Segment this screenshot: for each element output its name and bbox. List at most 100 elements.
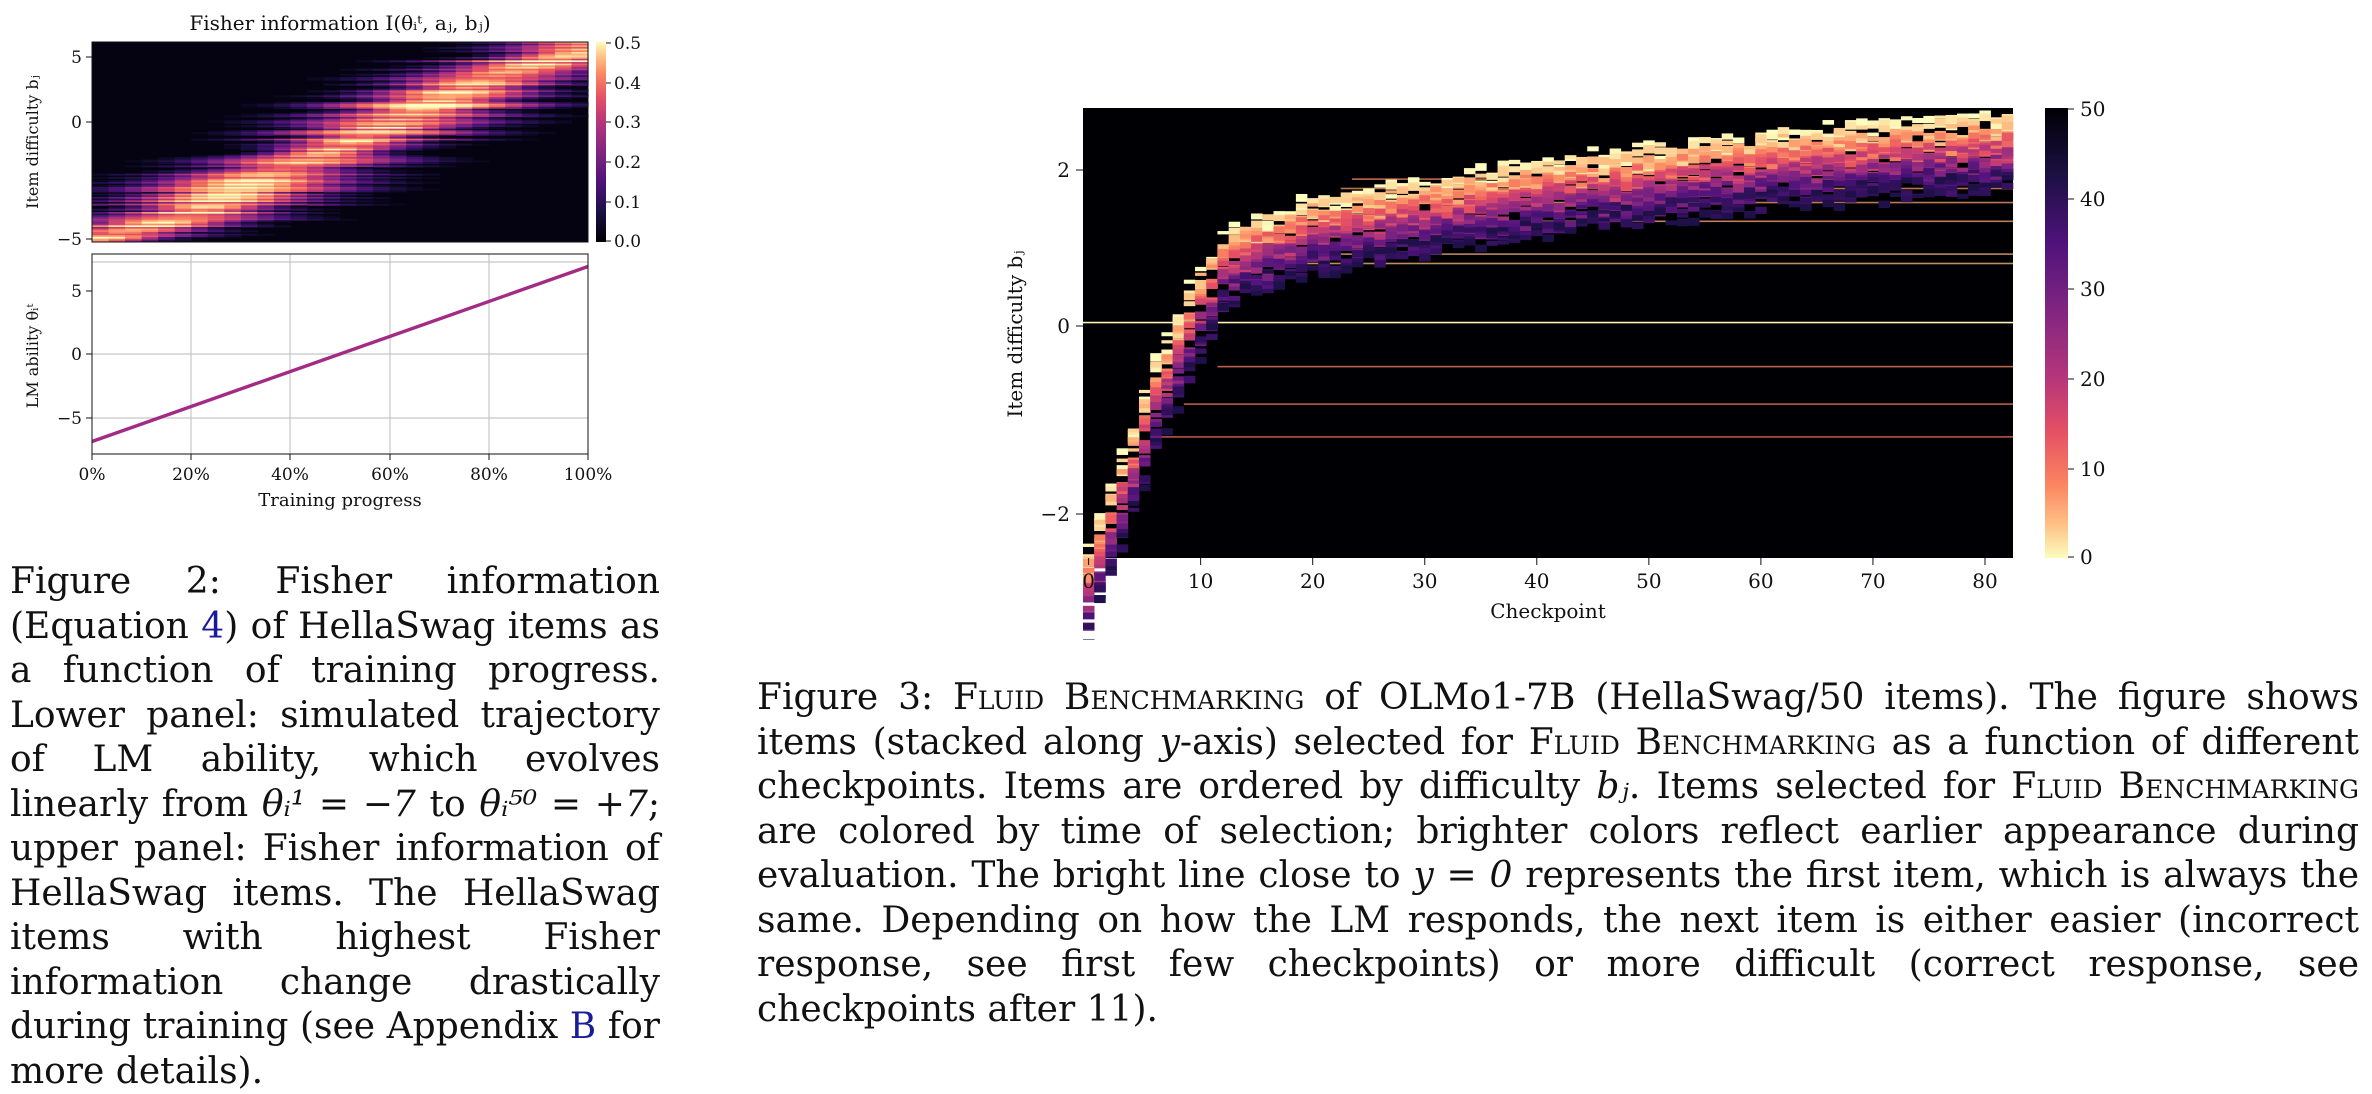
selected-item-cell xyxy=(1475,244,1487,253)
fisher-cell xyxy=(340,118,358,121)
fisher-cell xyxy=(323,150,341,153)
selected-item-cell xyxy=(1777,167,1790,172)
fisher-cell xyxy=(406,148,424,151)
fisher-cell xyxy=(455,72,473,75)
fisher-cell xyxy=(273,175,291,178)
fisher-cell xyxy=(422,50,440,53)
selected-item-cell xyxy=(1441,230,1454,236)
fisher-cell xyxy=(406,68,424,71)
fisher-cell xyxy=(455,133,473,136)
selected-item-cell xyxy=(1900,161,1913,168)
selected-item-cell xyxy=(1284,227,1297,234)
appendix-ref-link[interactable]: B xyxy=(569,1006,597,1047)
fisher-cell xyxy=(472,103,490,106)
fisher-cell xyxy=(538,42,556,45)
fisher-cell xyxy=(505,47,523,50)
selected-item-cell xyxy=(1968,143,1980,148)
fisher-cell xyxy=(141,192,159,195)
fisher-cell xyxy=(505,92,523,95)
fisher-cell xyxy=(125,202,143,205)
fisher-cell xyxy=(240,207,258,210)
selected-item-cell xyxy=(1632,157,1644,164)
fisher-cell xyxy=(505,107,523,110)
selected-item-cell xyxy=(1217,269,1229,277)
selected-item-cell xyxy=(1161,385,1173,389)
fisher-cell xyxy=(323,178,341,181)
fisher-cell xyxy=(92,220,110,223)
fisher-cell xyxy=(373,158,391,161)
selected-item-cell xyxy=(1956,158,1969,163)
fisher-cell xyxy=(422,80,440,83)
selected-item-cell xyxy=(1228,282,1241,290)
recurring-item-line xyxy=(1295,253,2013,255)
selected-item-cell xyxy=(1139,424,1151,429)
selected-item-cell xyxy=(1116,504,1129,511)
fisher-cell xyxy=(323,123,341,126)
fisher-cell xyxy=(125,203,143,206)
fisher-cell xyxy=(191,165,209,168)
selected-item-cell xyxy=(1766,181,1778,188)
fisher-cell xyxy=(290,185,308,188)
fisher-cell xyxy=(108,225,126,228)
fig2-bottom-ytick: −5 xyxy=(57,409,82,429)
selected-item-cell xyxy=(1956,167,1969,175)
fisher-cell xyxy=(389,155,407,158)
selected-item-cell xyxy=(1856,138,1868,145)
selected-item-cell xyxy=(1553,178,1566,186)
fisher-cell xyxy=(306,200,325,203)
selected-item-cell xyxy=(1576,211,1588,215)
fisher-cell xyxy=(389,132,407,135)
fisher-cell xyxy=(290,167,308,170)
selected-item-cell xyxy=(1576,175,1588,182)
selected-item-cell xyxy=(1273,251,1285,259)
fisher-cell xyxy=(174,222,192,225)
equation-ref-link[interactable]: 4 xyxy=(201,605,225,647)
fisher-cell xyxy=(406,187,424,190)
fisher-cell xyxy=(273,212,291,215)
selected-item-cell xyxy=(1217,296,1229,301)
fisher-cell xyxy=(505,118,523,121)
recurring-item-line xyxy=(1217,365,2013,368)
selected-item-cell xyxy=(1777,176,1790,183)
fisher-cell xyxy=(340,102,358,105)
selected-item-cell xyxy=(1676,208,1689,214)
selected-item-cell xyxy=(1206,306,1218,313)
selected-item-cell xyxy=(1867,120,1879,129)
selected-item-cell xyxy=(1632,190,1644,195)
selected-item-cell xyxy=(1766,142,1778,149)
fisher-cell xyxy=(554,70,573,73)
fisher-cell xyxy=(158,208,176,211)
fisher-cell xyxy=(356,138,374,141)
fisher-cell xyxy=(439,112,457,115)
fisher-cell xyxy=(505,68,523,71)
selected-item-cell xyxy=(1396,209,1409,214)
selected-item-cell xyxy=(1508,179,1521,188)
selected-item-cell xyxy=(1307,203,1319,207)
selected-item-cell xyxy=(1721,149,1734,157)
fisher-cell xyxy=(356,92,374,95)
fisher-cell xyxy=(455,42,473,45)
selected-item-cell xyxy=(1351,190,1364,195)
selected-item-cell xyxy=(1430,193,1442,198)
fisher-cell xyxy=(505,93,523,96)
selected-item-cell xyxy=(1419,247,1431,255)
selected-item-cell xyxy=(1262,220,1274,226)
selected-item-cell xyxy=(1172,358,1185,363)
fisher-cell xyxy=(389,177,407,180)
fisher-cell xyxy=(257,210,275,213)
selected-item-cell xyxy=(1968,174,1980,182)
selected-item-cell xyxy=(1430,203,1442,209)
selected-item-cell xyxy=(1195,336,1207,343)
fisher-cell xyxy=(472,120,490,123)
selected-item-cell xyxy=(1811,163,1823,170)
fisher-cell xyxy=(306,110,325,113)
selected-item-cell xyxy=(1822,136,1835,142)
selected-item-cell xyxy=(1396,217,1409,224)
fisher-cell xyxy=(406,103,424,106)
selected-item-cell xyxy=(1150,387,1162,395)
fisher-cell xyxy=(273,210,291,213)
selected-item-cell xyxy=(1251,279,1263,287)
fisher-cell xyxy=(571,72,589,75)
selected-item-cell xyxy=(1587,195,1599,201)
fisher-cell xyxy=(439,70,457,73)
